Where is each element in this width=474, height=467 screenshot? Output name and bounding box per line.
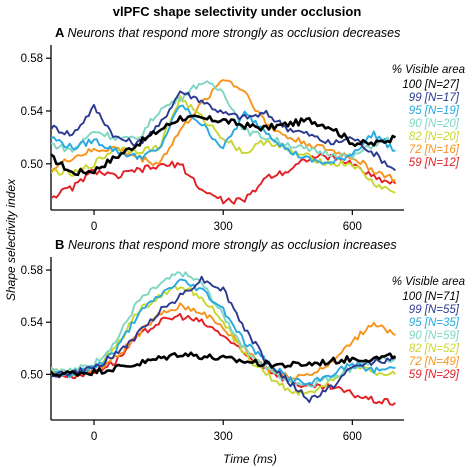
legend-title: % Visible area	[392, 276, 465, 288]
x-axis-label: Time (ms)	[223, 452, 277, 466]
legend-entry-99: 99 [N=17]	[409, 92, 460, 104]
figure-title: vlPFC shape selectivity under occlusion	[113, 4, 362, 19]
series-line-100	[51, 351, 397, 378]
series-line-99	[51, 90, 396, 172]
panel-letter: B	[55, 237, 68, 252]
y-tick-label: 0.50	[21, 369, 43, 381]
legend-entry-82: 82 [N=52]	[409, 343, 460, 355]
panel-title-text: Neurons that respond more strongly as oc…	[68, 238, 397, 252]
y-tick-label: 0.54	[21, 317, 44, 329]
legend-entry-99: 99 [N=55]	[409, 304, 460, 316]
x-tick-label: 600	[343, 221, 362, 233]
panel-title-text: Neurons that respond more strongly as oc…	[68, 26, 401, 40]
x-tick-label: 300	[214, 221, 233, 233]
legend-entry-90: 90 [N=20]	[409, 118, 460, 130]
y-tick-label: 0.50	[21, 159, 43, 171]
legend-entry-59: 59 [N=29]	[409, 369, 460, 381]
series-line-72	[51, 302, 396, 381]
x-tick-label: 300	[214, 431, 233, 443]
x-tick-label: 600	[343, 431, 362, 443]
panel-title: A Neurons that respond more strongly as …	[55, 25, 400, 40]
panel-letter: A	[55, 25, 68, 40]
y-tick-label: 0.58	[21, 265, 43, 277]
series-line-95	[51, 104, 396, 165]
series-line-72	[51, 79, 396, 182]
plot-area	[51, 271, 397, 406]
series-line-82	[51, 284, 397, 396]
series-line-99	[51, 275, 397, 404]
legend-entry-90: 90 [N=59]	[409, 330, 460, 342]
legend-entry-95: 95 [N=35]	[409, 317, 460, 329]
legend-entry-72: 72 [N=49]	[409, 356, 460, 368]
x-tick-label: 0	[91, 221, 97, 233]
y-axis-label: Shape selectivity index	[4, 178, 18, 301]
legend-entry-82: 82 [N=20]	[409, 131, 460, 143]
panel-title: B Neurons that respond more strongly as …	[55, 237, 397, 252]
panel-b: B Neurons that respond more strongly as …	[21, 237, 465, 443]
legend-entry-72: 72 [N=16]	[409, 144, 460, 156]
series-line-59	[51, 153, 397, 205]
series-line-82	[51, 94, 396, 194]
y-tick-label: 0.58	[21, 53, 43, 65]
plot-area	[51, 79, 397, 205]
x-tick-label: 0	[91, 431, 97, 443]
legend-entry-100: 100 [N=71]	[402, 291, 459, 303]
legend-title: % Visible area	[392, 64, 465, 76]
legend-entry-95: 95 [N=19]	[409, 105, 460, 117]
series-line-90	[51, 271, 397, 388]
legend-entry-59: 59 [N=12]	[409, 157, 460, 169]
y-tick-label: 0.54	[21, 106, 44, 118]
legend-entry-100: 100 [N=27]	[402, 79, 459, 91]
series-line-95	[51, 278, 396, 386]
series-line-100	[51, 114, 396, 177]
series-line-59	[51, 312, 396, 406]
panel-a: A Neurons that respond more strongly as …	[21, 25, 465, 233]
